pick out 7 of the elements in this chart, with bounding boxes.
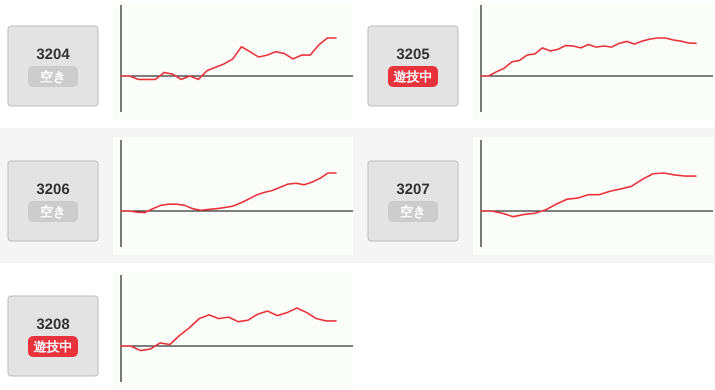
text: 遊技中: [34, 339, 72, 354]
text: 3208: [36, 316, 70, 333]
text: 3206: [36, 181, 70, 198]
text: 遊技中: [394, 69, 432, 84]
text: 3207: [396, 181, 430, 198]
text: 3205: [396, 46, 430, 63]
text: 3204: [36, 46, 70, 63]
